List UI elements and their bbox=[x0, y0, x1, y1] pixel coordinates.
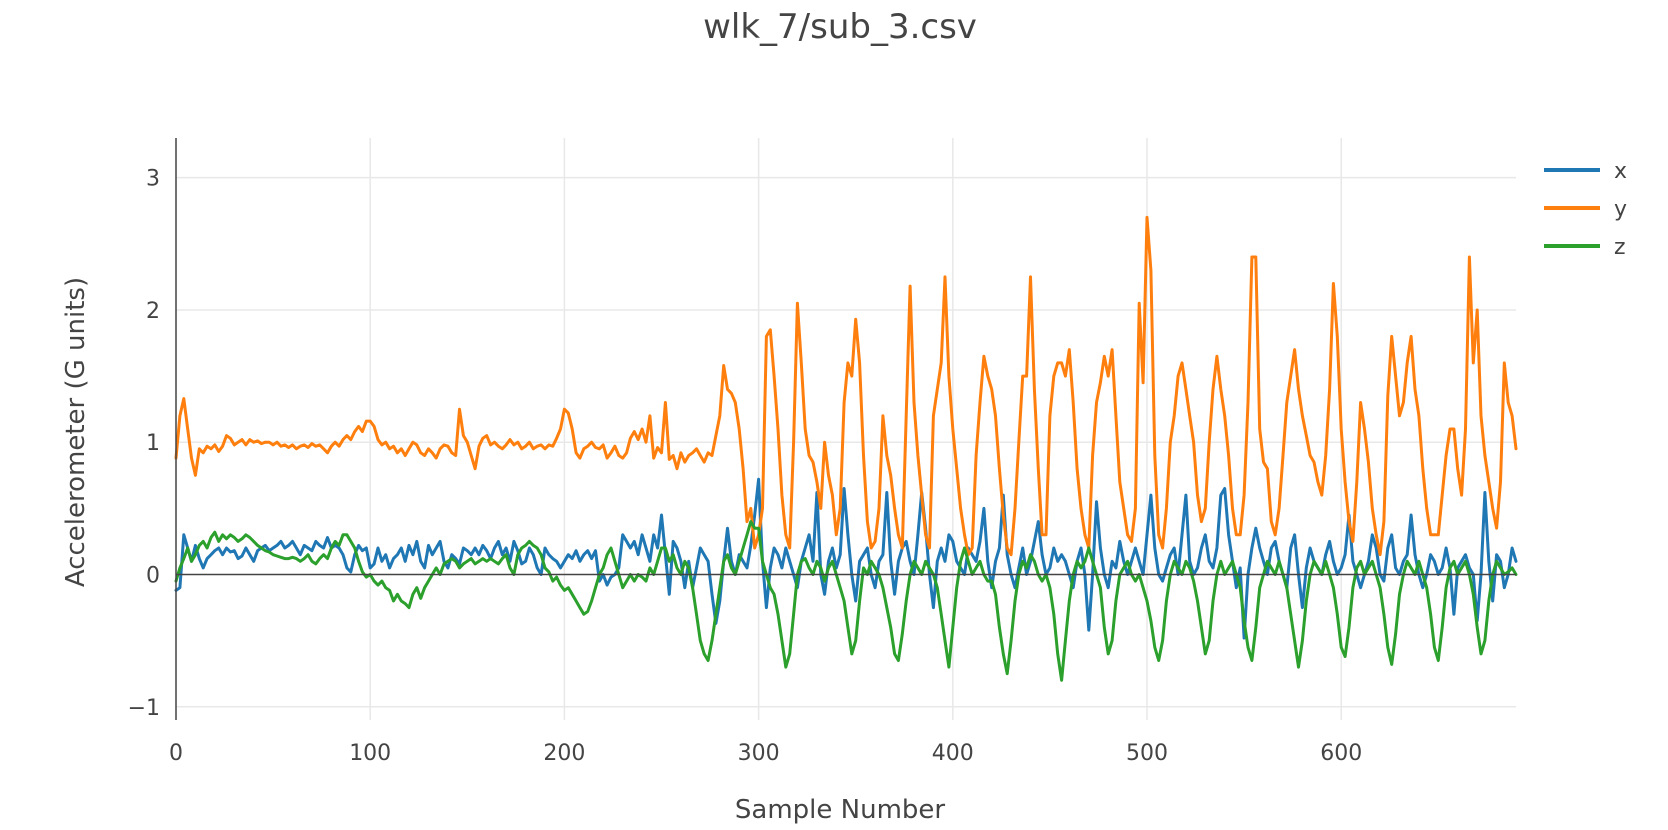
x-tick-label-6: 600 bbox=[1320, 741, 1362, 766]
x-axis-label: Sample Number bbox=[735, 795, 946, 825]
series-line-x bbox=[174, 477, 1518, 640]
x-tick-label-5: 500 bbox=[1126, 741, 1168, 766]
y-tick-label-0: −1 bbox=[128, 696, 160, 721]
series-line-z bbox=[174, 520, 1518, 682]
legend-label-x[interactable]: x bbox=[1614, 159, 1627, 184]
axes bbox=[175, 138, 1516, 720]
y-tick-label-3: 2 bbox=[146, 299, 160, 324]
y-axis-label: Accelerometer (G units) bbox=[61, 277, 91, 587]
y-tick-label-1: 0 bbox=[146, 564, 160, 589]
series-lines bbox=[174, 215, 1518, 682]
tick-labels: 0 100 200 300 400 500 600 −1 0 1 2 3 bbox=[128, 167, 1363, 766]
y-tick-label-4: 3 bbox=[146, 167, 160, 192]
y-tick-label-2: 1 bbox=[146, 431, 160, 456]
x-tick-label-2: 200 bbox=[543, 741, 585, 766]
legend: xyz bbox=[1544, 159, 1627, 260]
chart-title: wlk_7/sub_3.csv bbox=[703, 7, 977, 47]
x-tick-label-3: 300 bbox=[738, 741, 780, 766]
grid-lines bbox=[176, 138, 1516, 720]
x-tick-label-4: 400 bbox=[932, 741, 974, 766]
legend-label-y[interactable]: y bbox=[1614, 197, 1627, 222]
x-tick-label-0: 0 bbox=[169, 741, 183, 766]
series-line-y bbox=[174, 215, 1518, 557]
x-tick-label-1: 100 bbox=[349, 741, 391, 766]
legend-label-z[interactable]: z bbox=[1614, 235, 1626, 260]
